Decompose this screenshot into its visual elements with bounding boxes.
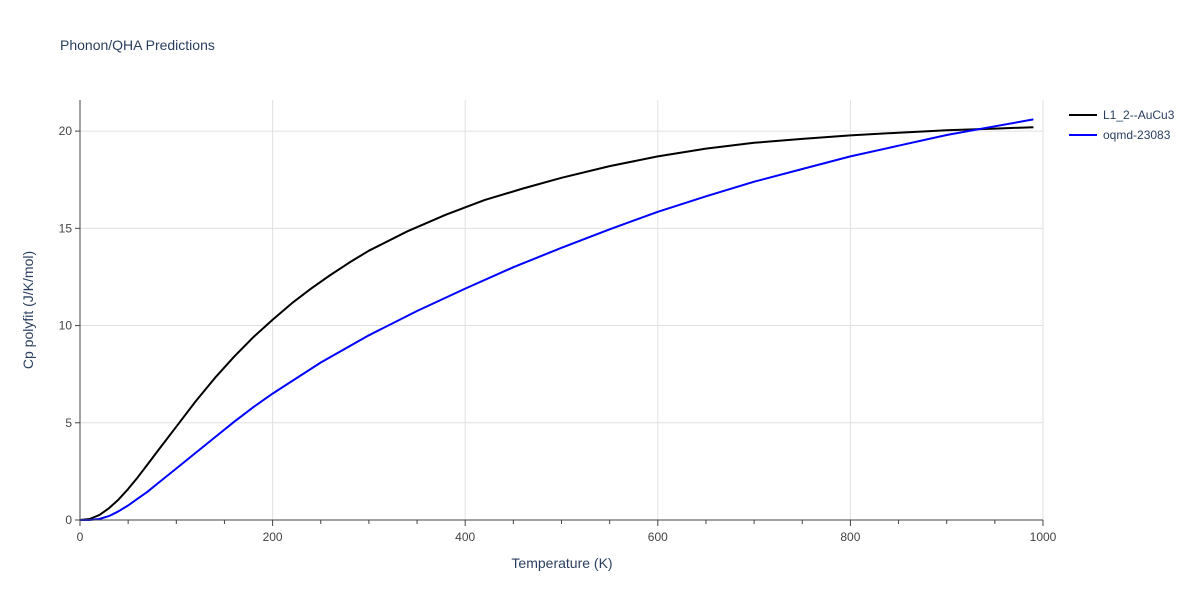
y-tick-label: 20 xyxy=(59,124,73,138)
ticks: 0 200 400 600 800 1000 0 5 10 15 20 xyxy=(59,124,1057,544)
legend-item[interactable]: oqmd-23083 xyxy=(1069,128,1171,142)
series-line-1[interactable] xyxy=(79,126,1034,521)
y-tick-label: 0 xyxy=(65,513,72,527)
legend[interactable]: L1_2--AuCu3 oqmd-23083 xyxy=(1069,108,1175,142)
x-tick-label: 200 xyxy=(263,530,283,544)
series-line-2[interactable] xyxy=(80,118,1034,521)
x-tick-label: 1000 xyxy=(1030,530,1057,544)
y-tick-label: 15 xyxy=(59,221,73,235)
axes xyxy=(79,100,1043,521)
x-axis-label: Temperature (K) xyxy=(511,555,612,571)
series-layer xyxy=(79,118,1034,521)
y-tick-label: 5 xyxy=(65,416,72,430)
grid xyxy=(80,100,1044,520)
legend-label: L1_2--AuCu3 xyxy=(1103,108,1175,122)
x-tick-label: 400 xyxy=(455,530,475,544)
x-tick-label: 0 xyxy=(77,530,84,544)
x-tick-label: 600 xyxy=(648,530,668,544)
legend-label: oqmd-23083 xyxy=(1103,128,1171,142)
x-tick-label: 800 xyxy=(840,530,860,544)
chart-title: Phonon/QHA Predictions xyxy=(60,37,215,53)
legend-item[interactable]: L1_2--AuCu3 xyxy=(1069,108,1175,122)
y-axis-label: Cp polyfit (J/K/mol) xyxy=(20,251,36,369)
y-tick-label: 10 xyxy=(59,319,73,333)
